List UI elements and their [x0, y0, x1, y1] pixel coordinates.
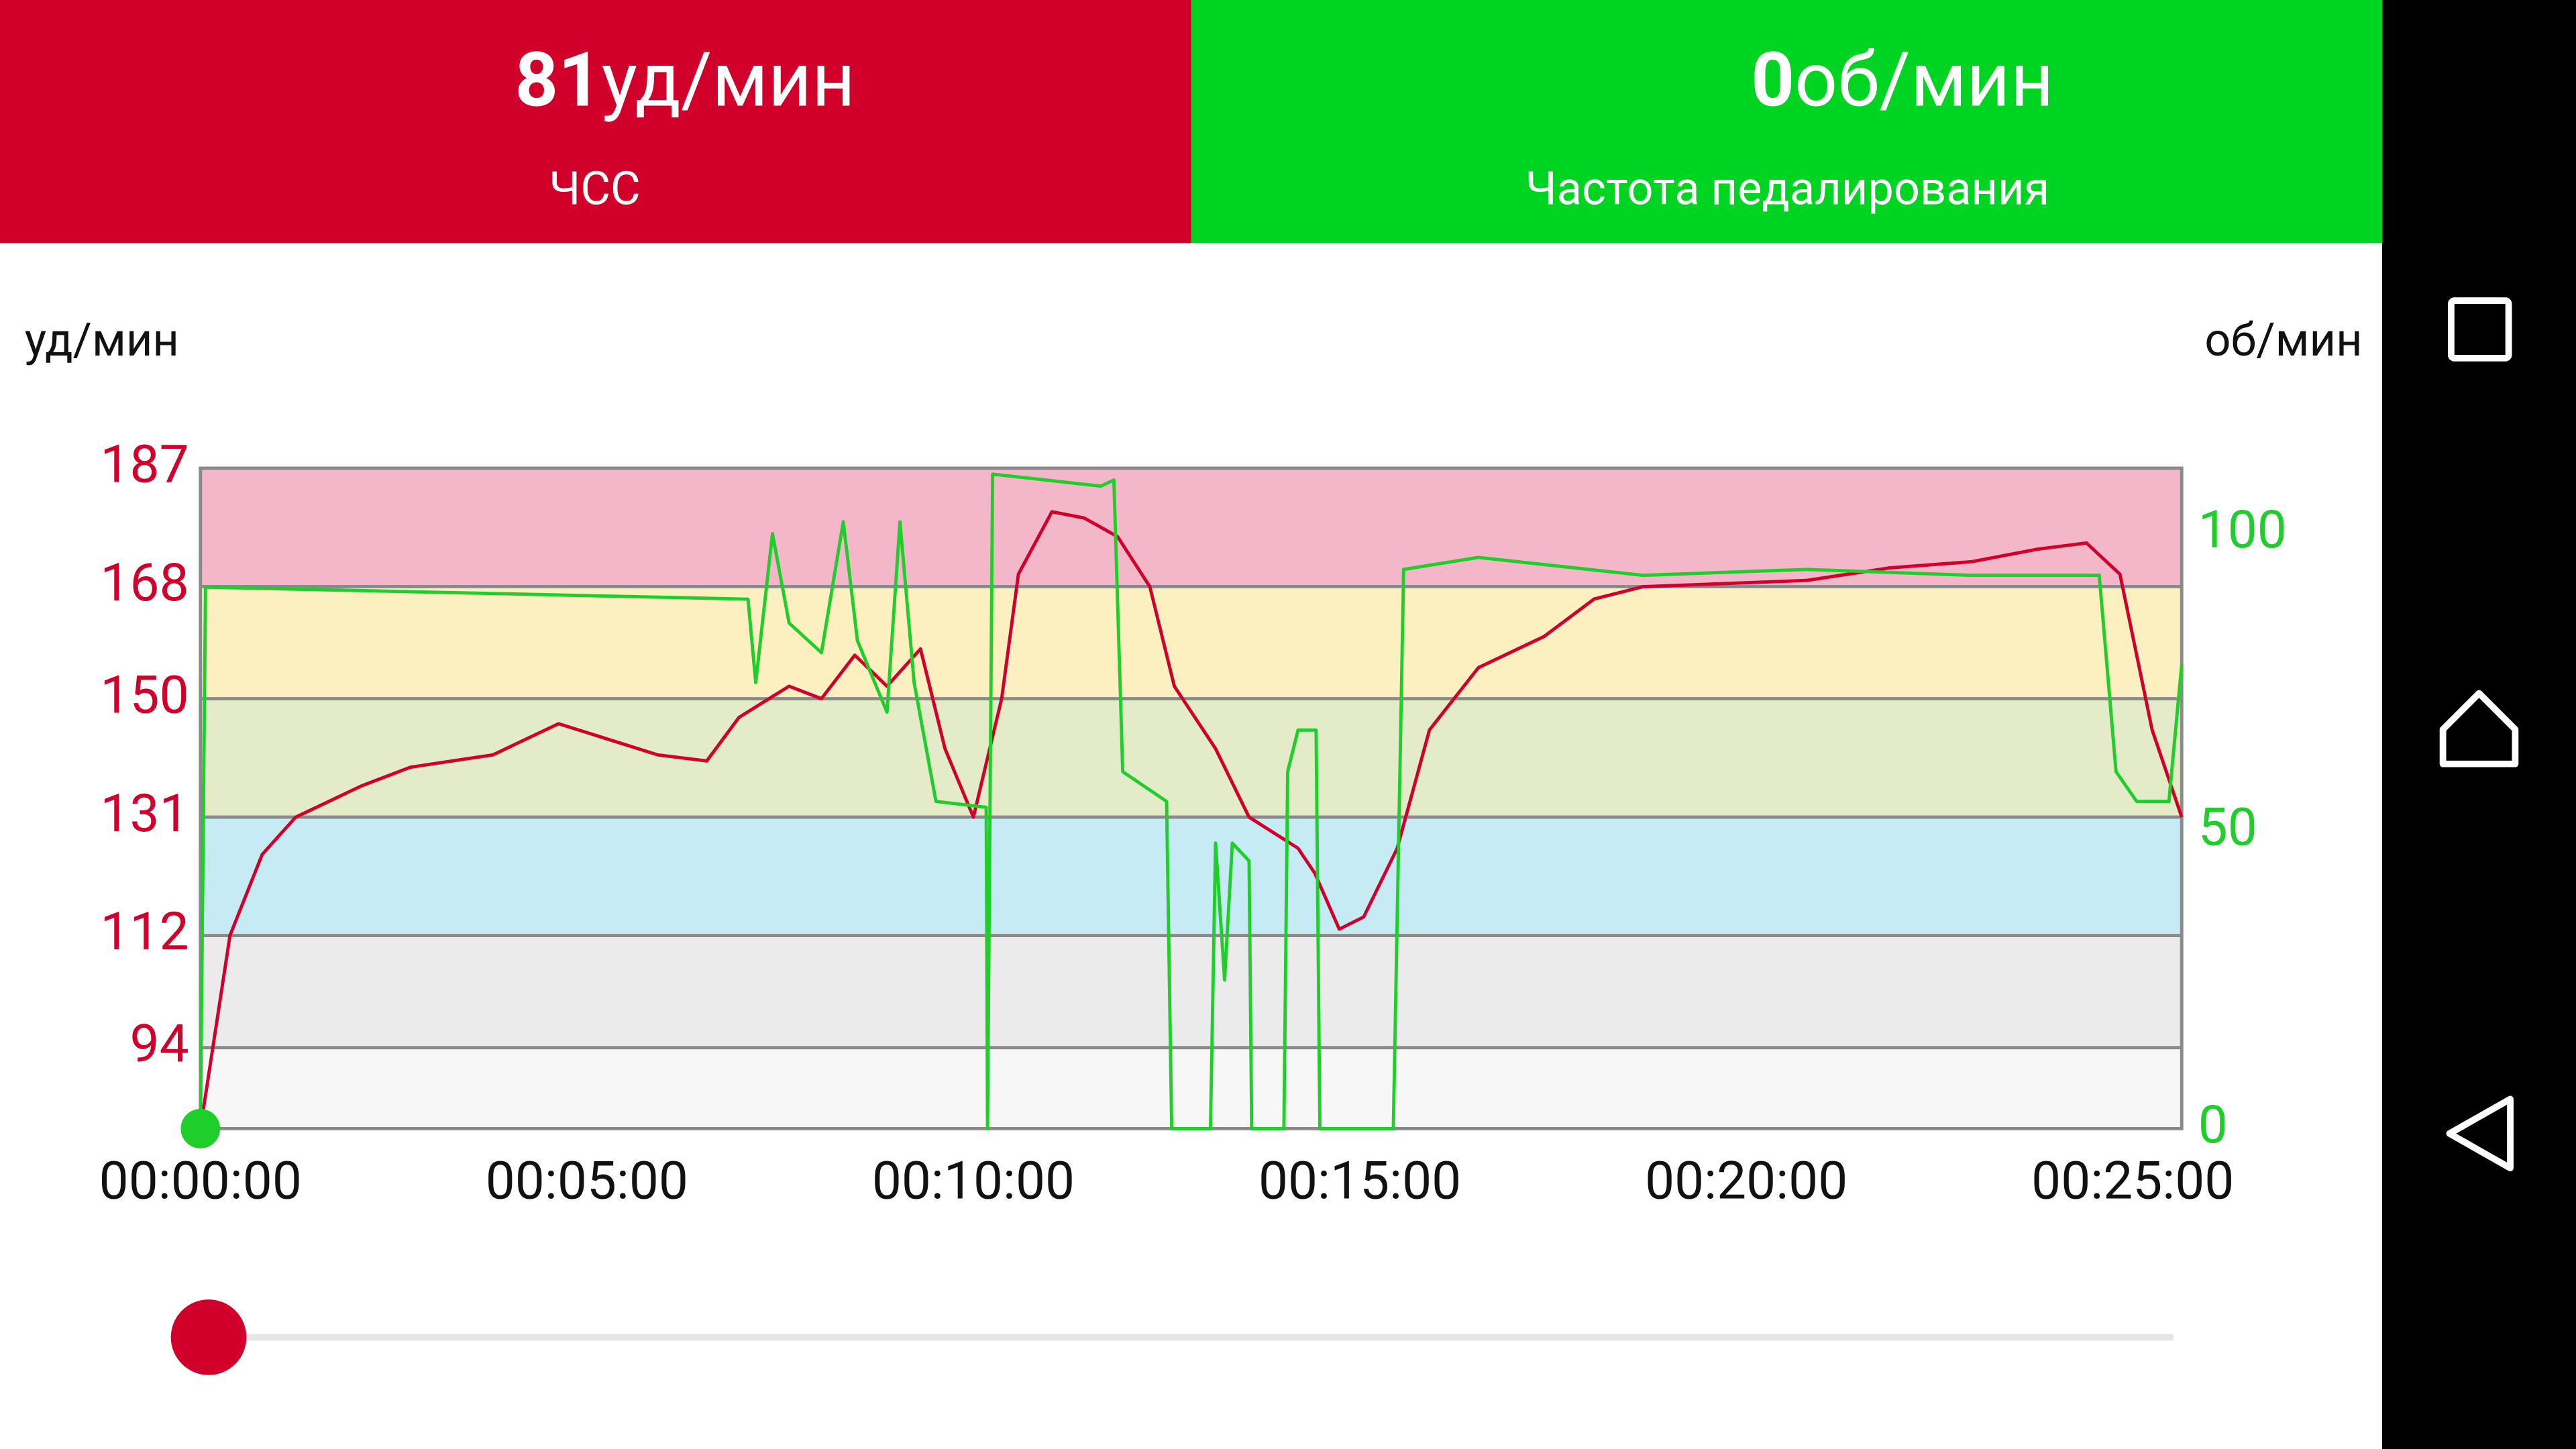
cadence-value: 0 — [1751, 35, 1794, 124]
heart-rate-reading: 81уд/мин — [515, 35, 855, 124]
x-tick-label: 00:10:00 — [872, 1150, 1075, 1212]
recents-button[interactable] — [2447, 297, 2512, 362]
y2-tick-label: 0 — [2198, 1094, 2228, 1156]
x-tick-label: 00:25:00 — [2031, 1150, 2234, 1212]
y-axis-label: уд/мин — [25, 313, 179, 367]
y-tick-label: 94 — [130, 1013, 189, 1075]
plot: 94 112 131 150 168 187 0 50 100 00:00:00 00:05:00 0… — [99, 434, 2287, 1212]
zone — [200, 1047, 2182, 1129]
cadence-unit: об/мин — [1794, 35, 2054, 124]
heart-rate-unit: уд/мин — [602, 35, 855, 124]
y-tick-label: 150 — [101, 664, 189, 726]
zone — [200, 817, 2182, 936]
heart-rate-label: ЧСС — [549, 162, 640, 216]
y-tick-label: 168 — [101, 552, 189, 614]
y2-axis-label: об/мин — [2204, 313, 2362, 367]
zone — [200, 935, 2182, 1048]
zone — [200, 698, 2182, 818]
heart-rate-tile — [0, 0, 1191, 244]
position-marker — [180, 1109, 221, 1148]
x-tick-label: 00:00:00 — [99, 1150, 302, 1212]
navigation-bar — [2382, 0, 2576, 1449]
cadence-tile — [1191, 0, 2383, 244]
series-line — [199, 510, 2184, 1129]
y-tick-label: 187 — [101, 434, 189, 496]
cadence-label: Частота педалирования — [1525, 162, 2049, 216]
zone — [200, 586, 2182, 699]
y2-tick-label: 100 — [2198, 499, 2287, 561]
zone — [200, 468, 2182, 587]
x-tick-label: 00:20:00 — [1645, 1150, 1847, 1212]
heart-rate-value: 81 — [515, 35, 601, 124]
slider-thumb[interactable] — [170, 1299, 247, 1375]
home-button[interactable] — [2439, 690, 2519, 767]
series-line — [199, 472, 2184, 1130]
y-tick-label: 112 — [101, 901, 189, 963]
y2-tick-label: 50 — [2198, 797, 2257, 859]
back-button[interactable] — [2446, 1095, 2514, 1172]
y-tick-label: 131 — [101, 783, 189, 845]
cadence-reading: 0об/мин — [1751, 35, 2053, 124]
x-tick-label: 00:05:00 — [486, 1150, 688, 1212]
x-tick-label: 00:15:00 — [1258, 1150, 1461, 1212]
